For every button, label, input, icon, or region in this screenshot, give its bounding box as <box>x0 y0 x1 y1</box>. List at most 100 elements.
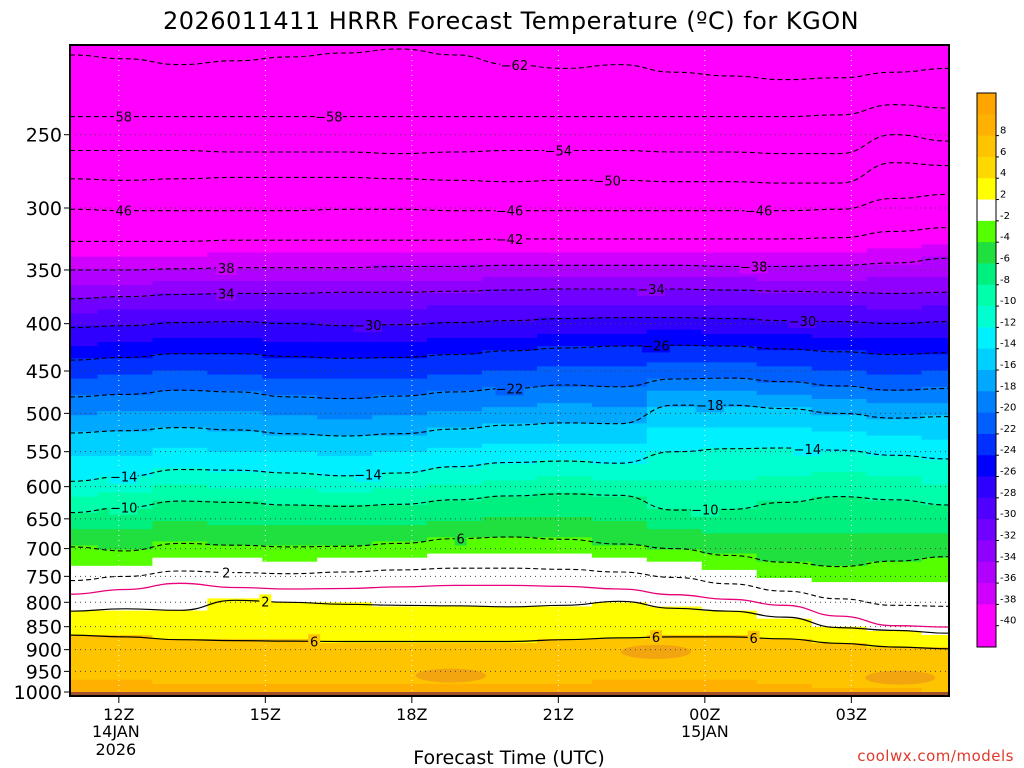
temperature-cell <box>756 61 813 66</box>
temperature-cell <box>591 285 648 290</box>
temperature-cell <box>537 439 593 445</box>
temperature-cell <box>537 167 593 172</box>
temperature-cell <box>756 504 813 510</box>
temperature-cell <box>427 272 483 278</box>
temperature-cell <box>811 297 868 302</box>
temperature-cell <box>591 484 648 490</box>
temperature-cell <box>646 154 703 160</box>
temperature-cell <box>866 93 923 99</box>
temperature-cell <box>97 228 154 233</box>
temperature-cell <box>207 118 264 123</box>
temperature-cell <box>70 512 99 518</box>
temperature-cell <box>866 65 923 70</box>
temperature-cell <box>921 537 949 542</box>
temperature-cell <box>152 602 209 608</box>
temperature-cell <box>97 134 154 140</box>
temperature-cell <box>591 228 648 233</box>
isotherm-label-bg <box>744 203 773 218</box>
temperature-cell <box>537 553 593 559</box>
temperature-cell <box>207 488 264 494</box>
temperature-cell <box>701 598 758 604</box>
temperature-cell <box>756 195 813 201</box>
temperature-cell <box>591 158 648 164</box>
temperature-cell <box>482 569 538 575</box>
temperature-cell <box>921 252 949 258</box>
temperature-cell <box>756 671 813 677</box>
temperature-cell <box>921 557 949 563</box>
temperature-cell <box>427 366 483 372</box>
temperature-cell <box>262 614 319 620</box>
temperature-cell <box>811 651 868 656</box>
temperature-cell <box>97 69 154 75</box>
temperature-cell <box>701 582 758 587</box>
temperature-cell <box>97 403 154 408</box>
temperature-cell <box>317 390 374 396</box>
temperature-cell <box>97 370 154 376</box>
temperature-cell <box>811 687 868 693</box>
temperature-cell <box>591 390 648 396</box>
temperature-cell <box>701 175 758 180</box>
temperature-cell <box>482 374 538 380</box>
temperature-cell <box>70 492 99 498</box>
temperature-cell <box>70 610 99 616</box>
temperature-cell <box>591 122 648 127</box>
colorbar-label: -16 <box>1000 360 1016 371</box>
temperature-cell <box>537 468 593 473</box>
temperature-cell <box>756 309 813 315</box>
temperature-cell <box>537 529 593 534</box>
temperature-cell <box>152 179 209 184</box>
temperature-cell <box>427 305 483 311</box>
temperature-cell <box>97 272 154 278</box>
temperature-cell <box>811 488 868 494</box>
temperature-cell <box>97 671 154 677</box>
isotherm-label: −10 <box>691 504 718 519</box>
temperature-cell <box>70 158 99 164</box>
temperature-cell <box>97 565 154 571</box>
temperature-cell <box>537 309 593 315</box>
temperature-cell <box>646 228 703 233</box>
temperature-cell <box>207 476 264 481</box>
temperature-cell <box>811 179 868 184</box>
temperature-cell <box>97 423 154 429</box>
colorbar-label: -36 <box>1000 573 1016 584</box>
temperature-cell <box>482 500 538 506</box>
temperature-cell <box>756 142 813 148</box>
temperature-cell <box>97 85 154 91</box>
temperature-cell <box>866 232 923 237</box>
temperature-cell <box>317 610 374 616</box>
temperature-cell <box>70 224 99 229</box>
temperature-cell <box>262 455 319 461</box>
temperature-cell <box>427 77 483 83</box>
temperature-cell <box>262 342 319 347</box>
temperature-cell <box>701 146 758 152</box>
temperature-cell <box>262 97 319 103</box>
temperature-cell <box>262 228 319 233</box>
temperature-cell <box>482 342 538 347</box>
x-tick-sublabel: 15JAN <box>681 722 729 741</box>
temperature-cell <box>866 484 923 490</box>
temperature-cell <box>537 399 593 404</box>
temperature-cell <box>811 468 868 473</box>
temperature-cell <box>646 215 703 221</box>
temperature-cell <box>701 301 758 306</box>
temperature-cell <box>97 337 154 343</box>
temperature-cell <box>372 378 429 384</box>
temperature-cell <box>372 618 429 624</box>
temperature-cell <box>811 415 868 420</box>
temperature-cell <box>921 333 949 339</box>
temperature-cell <box>482 602 538 608</box>
temperature-cell <box>262 85 319 91</box>
temperature-cell <box>701 517 758 522</box>
temperature-cell <box>646 374 703 380</box>
temperature-cell <box>317 643 374 648</box>
temperature-cell <box>537 521 593 526</box>
temperature-cell <box>591 667 648 673</box>
temperature-cell <box>756 378 813 384</box>
temperature-cell <box>866 370 923 376</box>
temperature-cell <box>921 521 949 526</box>
isotherm-line <box>70 447 949 482</box>
temperature-cell <box>537 114 593 119</box>
temperature-cell <box>262 73 319 79</box>
temperature-cell <box>866 289 923 294</box>
temperature-cell <box>152 260 209 266</box>
